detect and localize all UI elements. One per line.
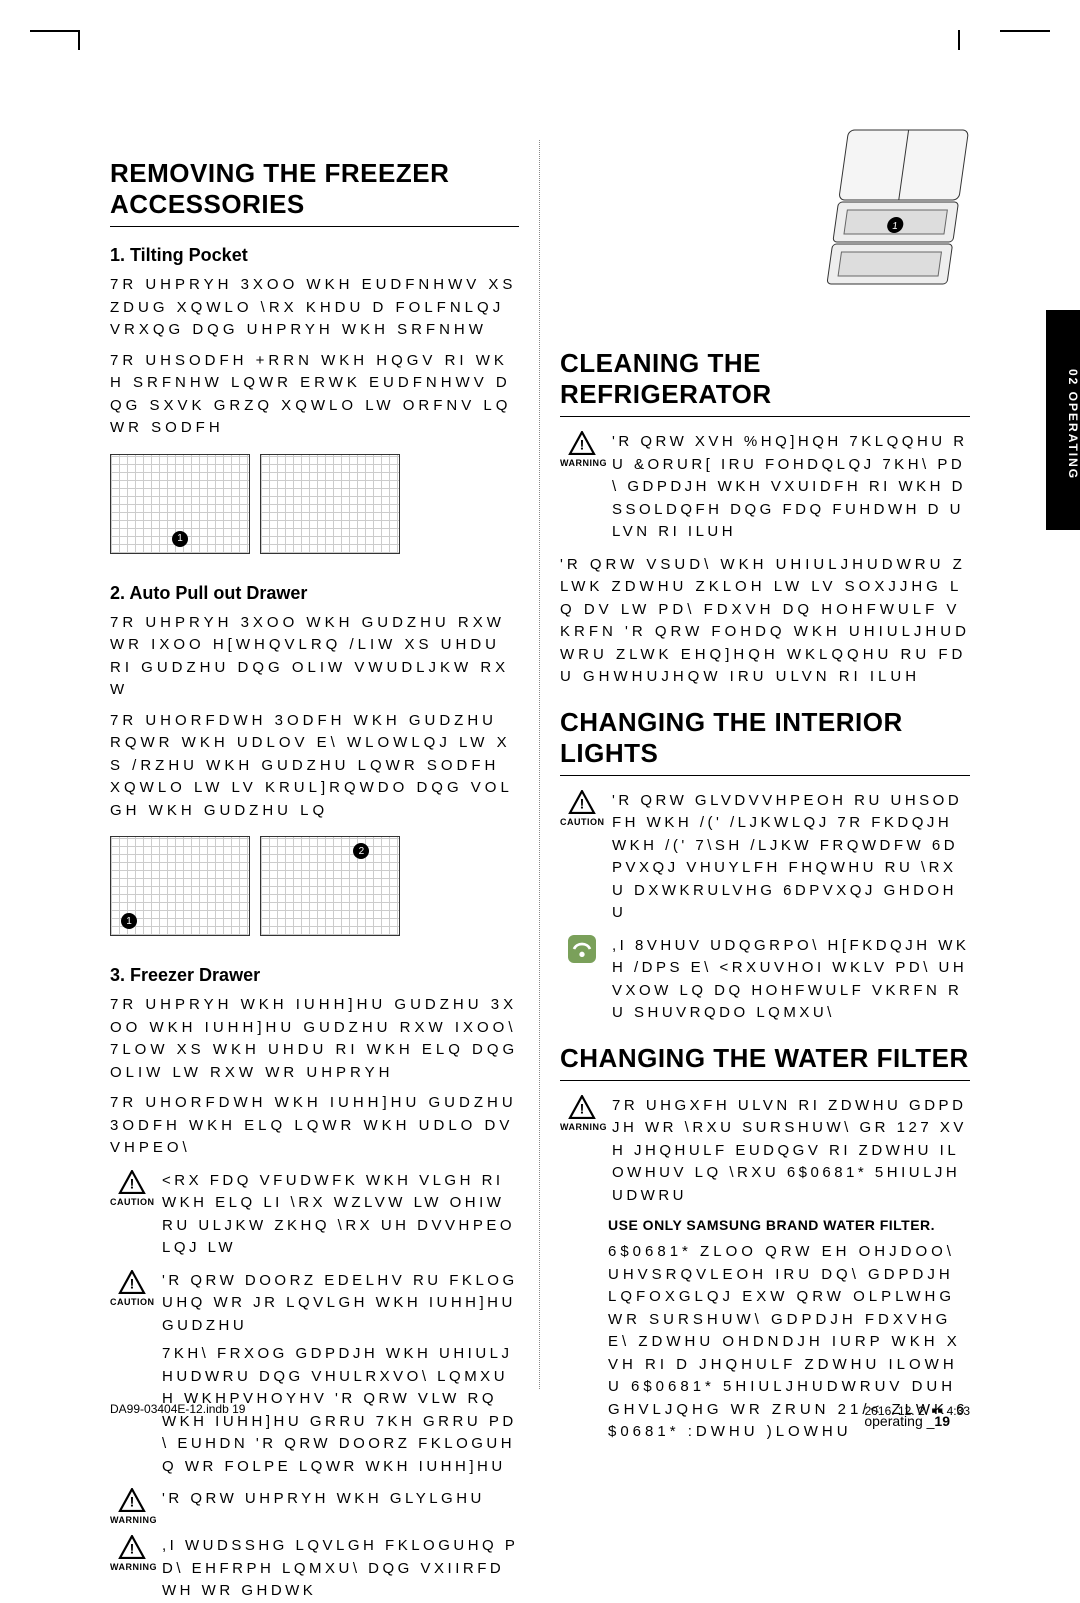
warning-text: ,I WUDSSHG LQVLGH FKLOGUHQ PD\ EHFRPH LQ… xyxy=(162,1535,519,1603)
side-tab-operating: 02 OPERATING xyxy=(1046,310,1080,530)
note-text: ,I 8VHUV UDQGRPO\ H[FKDQJH WKH /DPS E\ <… xyxy=(612,935,970,1025)
print-footer: DA99-03404E-12.indb 19 2016. 12. 2. ￭￭ 4… xyxy=(110,1402,970,1419)
heading-auto-drawer: 2. Auto Pull out Drawer xyxy=(110,583,519,604)
diagram-tilting-1: 1 xyxy=(110,454,250,554)
svg-text:!: ! xyxy=(580,796,585,812)
caution-icon: ! CAUTION xyxy=(110,1170,154,1207)
page-content: REMOVING THE FREEZER ACCESSORIES 1. Tilt… xyxy=(100,140,980,1389)
note-icon xyxy=(560,935,604,966)
caution-text: <RX FDQ VFUDWFK WKH VLGH RI WKH ELQ LI \… xyxy=(162,1170,519,1260)
warning-filter: ! WARNING 7R UHGXFH ULVN RI ZDWHU GDPDJH… xyxy=(560,1095,970,1208)
svg-text:!: ! xyxy=(130,1276,135,1292)
section-title-lights: CHANGING THE INTERIOR LIGHTS xyxy=(560,707,970,776)
svg-text:!: ! xyxy=(130,1176,135,1192)
caution-label: CAUTION xyxy=(110,1297,154,1307)
section-title-filter: CHANGING THE WATER FILTER xyxy=(560,1043,970,1081)
heading-freezer-drawer: 3. Freezer Drawer xyxy=(110,965,519,986)
warning-icon: ! WARNING xyxy=(560,1095,604,1132)
svg-text:!: ! xyxy=(580,438,585,454)
cleaning-p1: 'R QRW VSUD\ WKH UHIULJHUDWRU ZLWK ZDWHU… xyxy=(560,554,970,689)
caution-text: 'R QRW DOORZ EDELHV RU FKLOGUHQ WR JR LQ… xyxy=(162,1270,519,1338)
crop-mark xyxy=(78,30,80,50)
note-lights: ,I 8VHUV UDQGRPO\ H[FKDQJH WKH /DPS E\ <… xyxy=(560,935,970,1025)
heading-tilting-pocket: 1. Tilting Pocket xyxy=(110,245,519,266)
warning-label: WARNING xyxy=(110,1562,154,1572)
print-date: 2016. 12. 2. ￭￭ 4:33 xyxy=(865,1402,970,1419)
warning-icon: ! WARNING xyxy=(110,1488,154,1525)
caution-text: 'R QRW GLVDVVHPEOH RU UHSODFH WKH /(' /L… xyxy=(612,790,970,925)
tilting-p1: 7R UHPRYH 3XOO WKH EUDFNHWV XSZDUG XQWLO… xyxy=(110,274,519,342)
warning-label: WARNING xyxy=(110,1515,154,1525)
diagram-row: 1 xyxy=(110,448,519,565)
auto-p2: 7R UHORFDWH 3ODFH WKH GUDZHU RQWR WKH UD… xyxy=(110,710,519,823)
auto-p1: 7R UHPRYH 3XOO WKH GUDZHU RXW WR IXOO H[… xyxy=(110,612,519,702)
svg-text:!: ! xyxy=(130,1542,135,1558)
section-title-removing: REMOVING THE FREEZER ACCESSORIES xyxy=(110,158,519,227)
svg-text:!: ! xyxy=(580,1101,585,1117)
caution-scratch: ! CAUTION <RX FDQ VFUDWFK WKH VLGH RI WK… xyxy=(110,1170,519,1260)
caution-icon: ! CAUTION xyxy=(560,790,604,827)
crop-mark xyxy=(958,30,960,50)
caution-label: CAUTION xyxy=(560,817,604,827)
caution-children: ! CAUTION 'R QRW DOORZ EDELHV RU FKLOGUH… xyxy=(110,1270,519,1479)
caution-label: CAUTION xyxy=(110,1197,154,1207)
crop-mark xyxy=(30,30,80,32)
warning-label: WARNING xyxy=(560,1122,604,1132)
fridge-illustration: 1 xyxy=(800,120,1000,320)
crop-mark xyxy=(1000,30,1050,32)
diagram-auto-2: 2 xyxy=(260,836,400,936)
diagram-row: 1 2 xyxy=(110,830,519,947)
warning-icon: ! WARNING xyxy=(110,1535,154,1572)
diagram-auto-1: 1 xyxy=(110,836,250,936)
warning-text: 'R QRW UHPRYH WKH GLYLGHU xyxy=(162,1488,485,1511)
freezer-p1: 7R UHPRYH WKH IUHH]HU GUDZHU 3XOO WKH IU… xyxy=(110,994,519,1084)
freezer-p2: 7R UHORFDWH WKH IUHH]HU GUDZHU 3ODFH WKH… xyxy=(110,1092,519,1160)
warning-text: 7R UHGXFH ULVN RI ZDWHU GDPDJH WR \RXU S… xyxy=(612,1095,970,1208)
right-column: 1 CLEANING THE REFRIGERATOR ! WARNING 'R… xyxy=(540,140,980,1389)
warning-cleaning: ! WARNING 'R QRW XVH %HQ]HQH 7KLQQHU RU … xyxy=(560,431,970,544)
warning-label: WARNING xyxy=(560,458,604,468)
warning-icon: ! WARNING xyxy=(560,431,604,468)
print-file: DA99-03404E-12.indb 19 xyxy=(110,1402,245,1419)
caution-icon: ! CAUTION xyxy=(110,1270,154,1307)
warning-divider: ! WARNING 'R QRW UHPRYH WKH GLYLGHU xyxy=(110,1488,519,1525)
svg-text:!: ! xyxy=(130,1495,135,1511)
warning-trapped: ! WARNING ,I WUDSSHG LQVLGH FKLOGUHQ PD\… xyxy=(110,1535,519,1603)
warning-text: 'R QRW XVH %HQ]HQH 7KLQQHU RU &ORUR[ IRU… xyxy=(612,431,970,544)
caution-lights: ! CAUTION 'R QRW GLVDVVHPEOH RU UHSODFH … xyxy=(560,790,970,925)
tilting-p2: 7R UHSODFH +RRN WKH HQGV RI WKH SRFNHW L… xyxy=(110,350,519,440)
section-title-cleaning: CLEANING THE REFRIGERATOR xyxy=(560,348,970,417)
left-column: REMOVING THE FREEZER ACCESSORIES 1. Tilt… xyxy=(100,140,540,1389)
diagram-tilting-2 xyxy=(260,454,400,554)
filter-emphasis: USE ONLY SAMSUNG BRAND WATER FILTER. xyxy=(608,1217,970,1233)
